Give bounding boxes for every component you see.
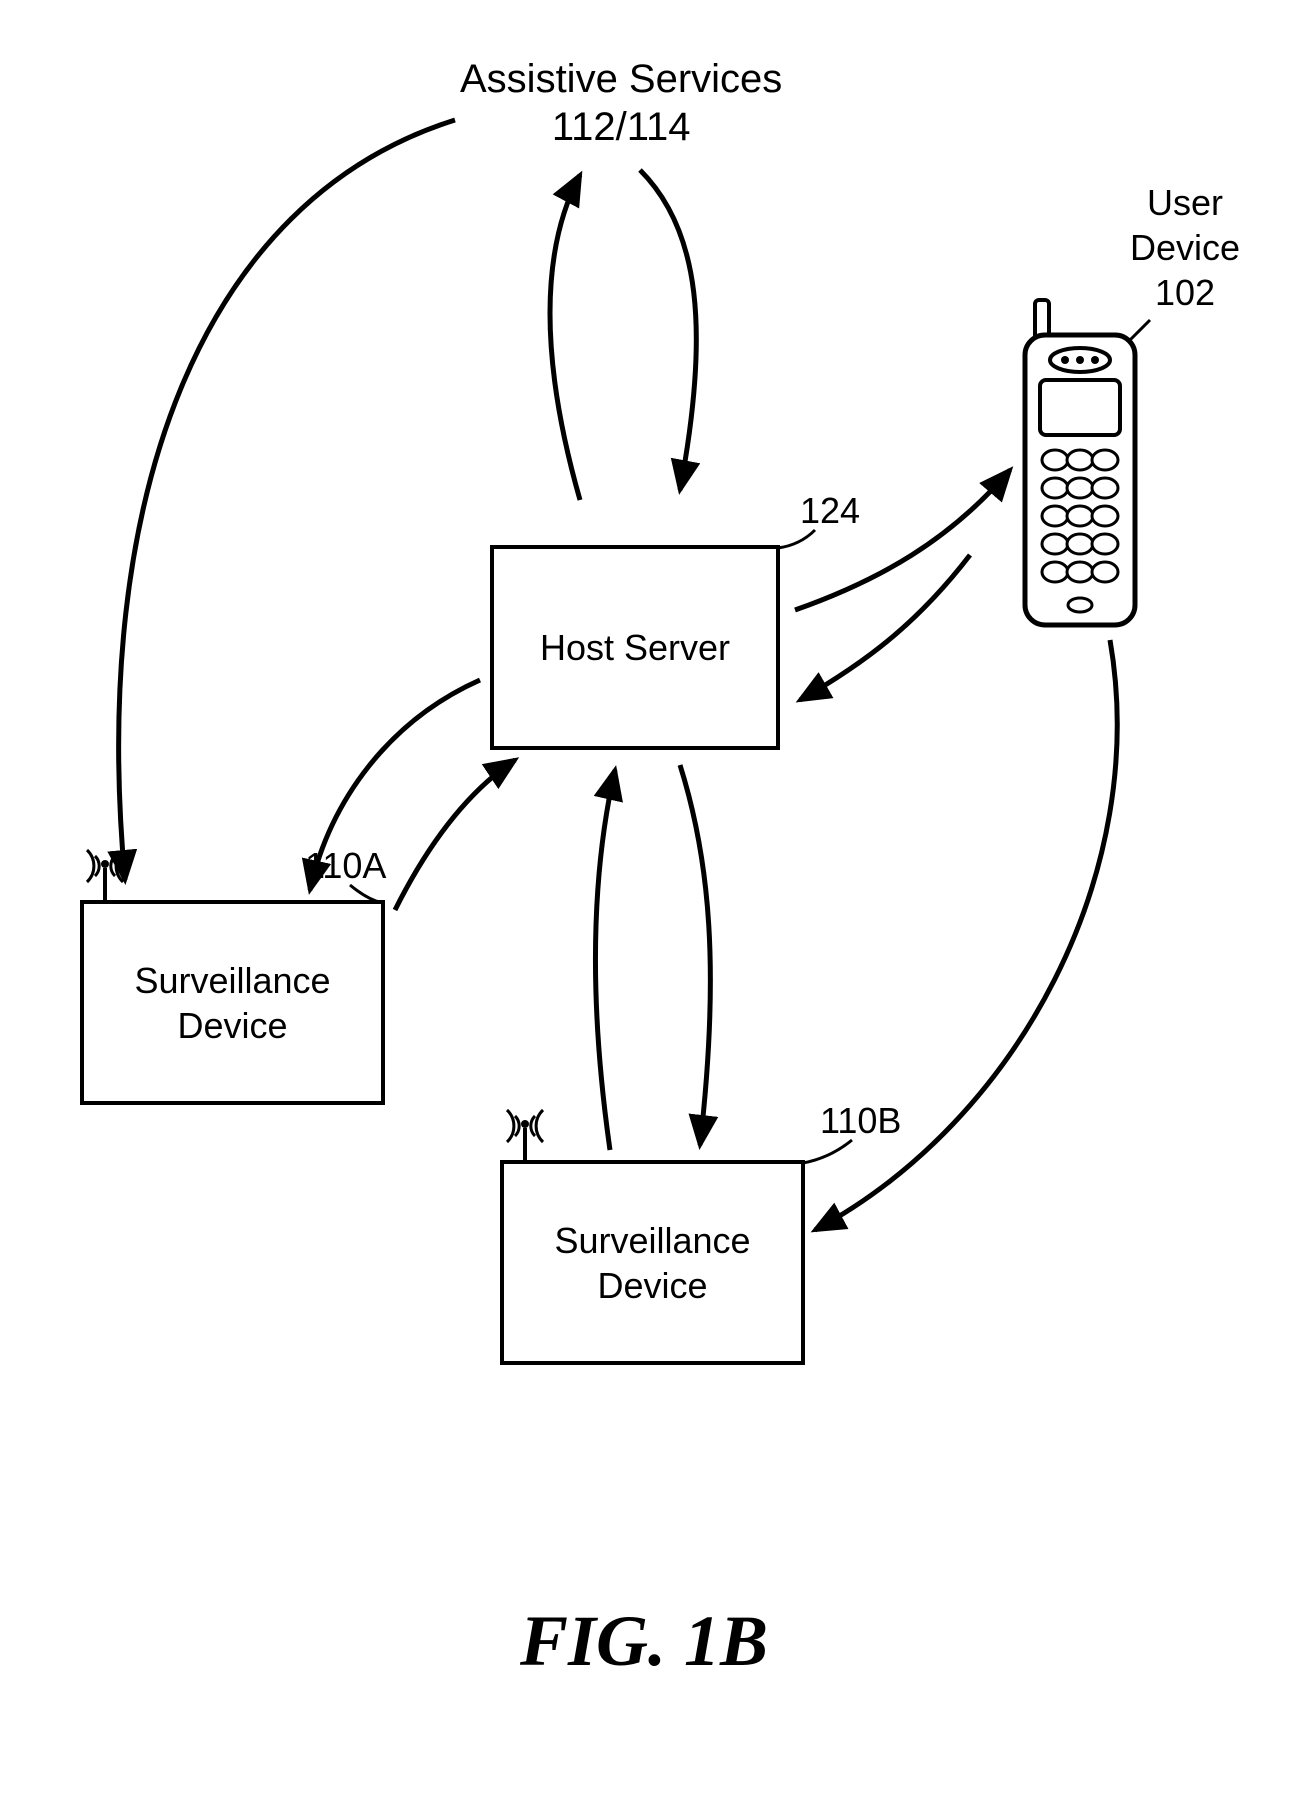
- surv-b-line1: Surveillance: [554, 1218, 750, 1263]
- user-device-label: User Device 102: [1130, 180, 1240, 315]
- surv-b-line2: Device: [597, 1263, 707, 1308]
- surv-a-ref: 110A: [305, 845, 386, 887]
- surveillance-b-node: Surveillance Device: [500, 1160, 805, 1365]
- figure-label: FIG. 1B: [520, 1600, 768, 1683]
- surv-a-line1: Surveillance: [134, 958, 330, 1003]
- antenna-b-icon: [507, 1110, 543, 1160]
- host-server-node: Host Server: [490, 545, 780, 750]
- user-device-line2: Device: [1130, 227, 1240, 268]
- host-server-label: Host Server: [540, 625, 730, 670]
- assistive-line2: 112/114: [552, 105, 691, 149]
- antenna-a-icon: [87, 850, 123, 900]
- surv-b-ref: 110B: [820, 1100, 901, 1142]
- surveillance-a-node: Surveillance Device: [80, 900, 385, 1105]
- assistive-line1: Assistive Services: [460, 57, 782, 101]
- assistive-services-label: Assistive Services 112/114: [460, 55, 782, 151]
- user-device-line1: User: [1147, 182, 1223, 223]
- figure-canvas: Assistive Services 112/114 Host Server 1…: [0, 0, 1307, 1806]
- surv-a-line2: Device: [177, 1003, 287, 1048]
- host-server-ref: 124: [800, 490, 860, 532]
- phone-icon: [1025, 300, 1135, 625]
- user-device-ref: 102: [1155, 272, 1215, 313]
